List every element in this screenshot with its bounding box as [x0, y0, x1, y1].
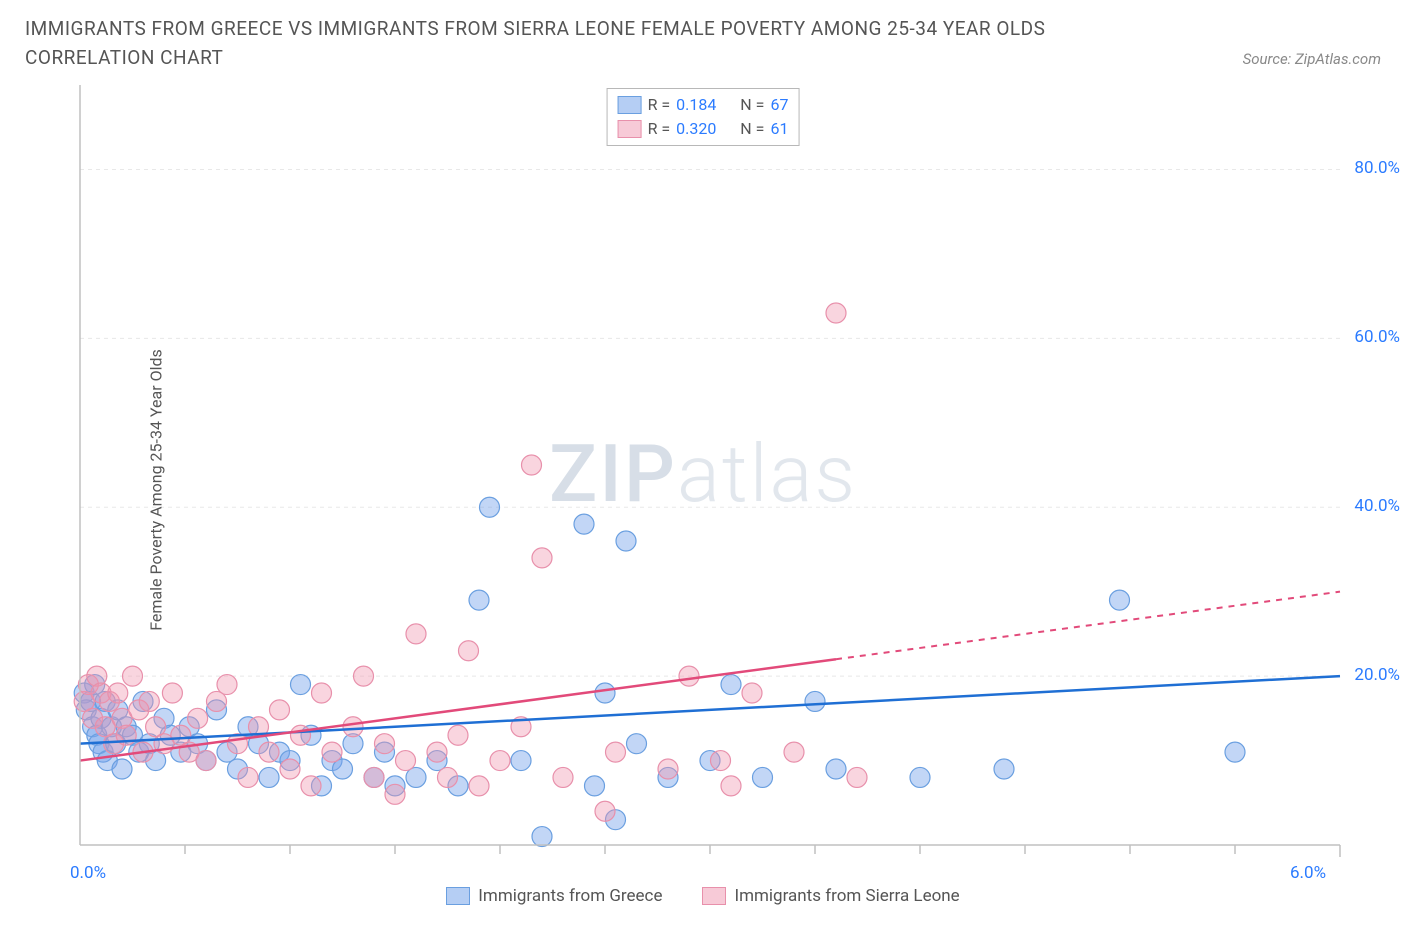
series-legend: Immigrants from Greece Immigrants from Si… [25, 886, 1381, 906]
y-axis-label: Female Poverty Among 25-34 Year Olds [146, 349, 165, 631]
correlation-legend: R = 0.184 N = 67 R = 0.320 N = 61 [607, 88, 800, 146]
legend-swatch [618, 120, 642, 138]
legend-swatch [618, 96, 642, 114]
x-tick-label: 6.0% [1290, 863, 1326, 883]
chart-container: Female Poverty Among 25-34 Year Olds ZIP… [25, 80, 1381, 900]
legend-swatch [446, 887, 470, 905]
chart-header: IMMIGRANTS FROM GREECE VS IMMIGRANTS FRO… [25, 15, 1381, 72]
y-tick-label: 80.0% [1330, 158, 1400, 178]
scatter-plot [25, 80, 1380, 900]
y-tick-label: 60.0% [1330, 327, 1400, 347]
chart-title: IMMIGRANTS FROM GREECE VS IMMIGRANTS FRO… [25, 15, 1125, 72]
bottom-legend-item: Immigrants from Greece [446, 886, 662, 906]
legend-row: R = 0.320 N = 61 [618, 117, 789, 141]
legend-label: Immigrants from Sierra Leone [734, 886, 959, 906]
legend-label: Immigrants from Greece [478, 886, 662, 906]
bottom-legend-item: Immigrants from Sierra Leone [702, 886, 959, 906]
legend-row: R = 0.184 N = 67 [618, 93, 789, 117]
y-tick-label: 20.0% [1330, 665, 1400, 685]
y-tick-label: 40.0% [1330, 496, 1400, 516]
chart-source: Source: ZipAtlas.com [1243, 50, 1381, 72]
x-tick-label: 0.0% [70, 863, 106, 883]
legend-swatch [702, 887, 726, 905]
